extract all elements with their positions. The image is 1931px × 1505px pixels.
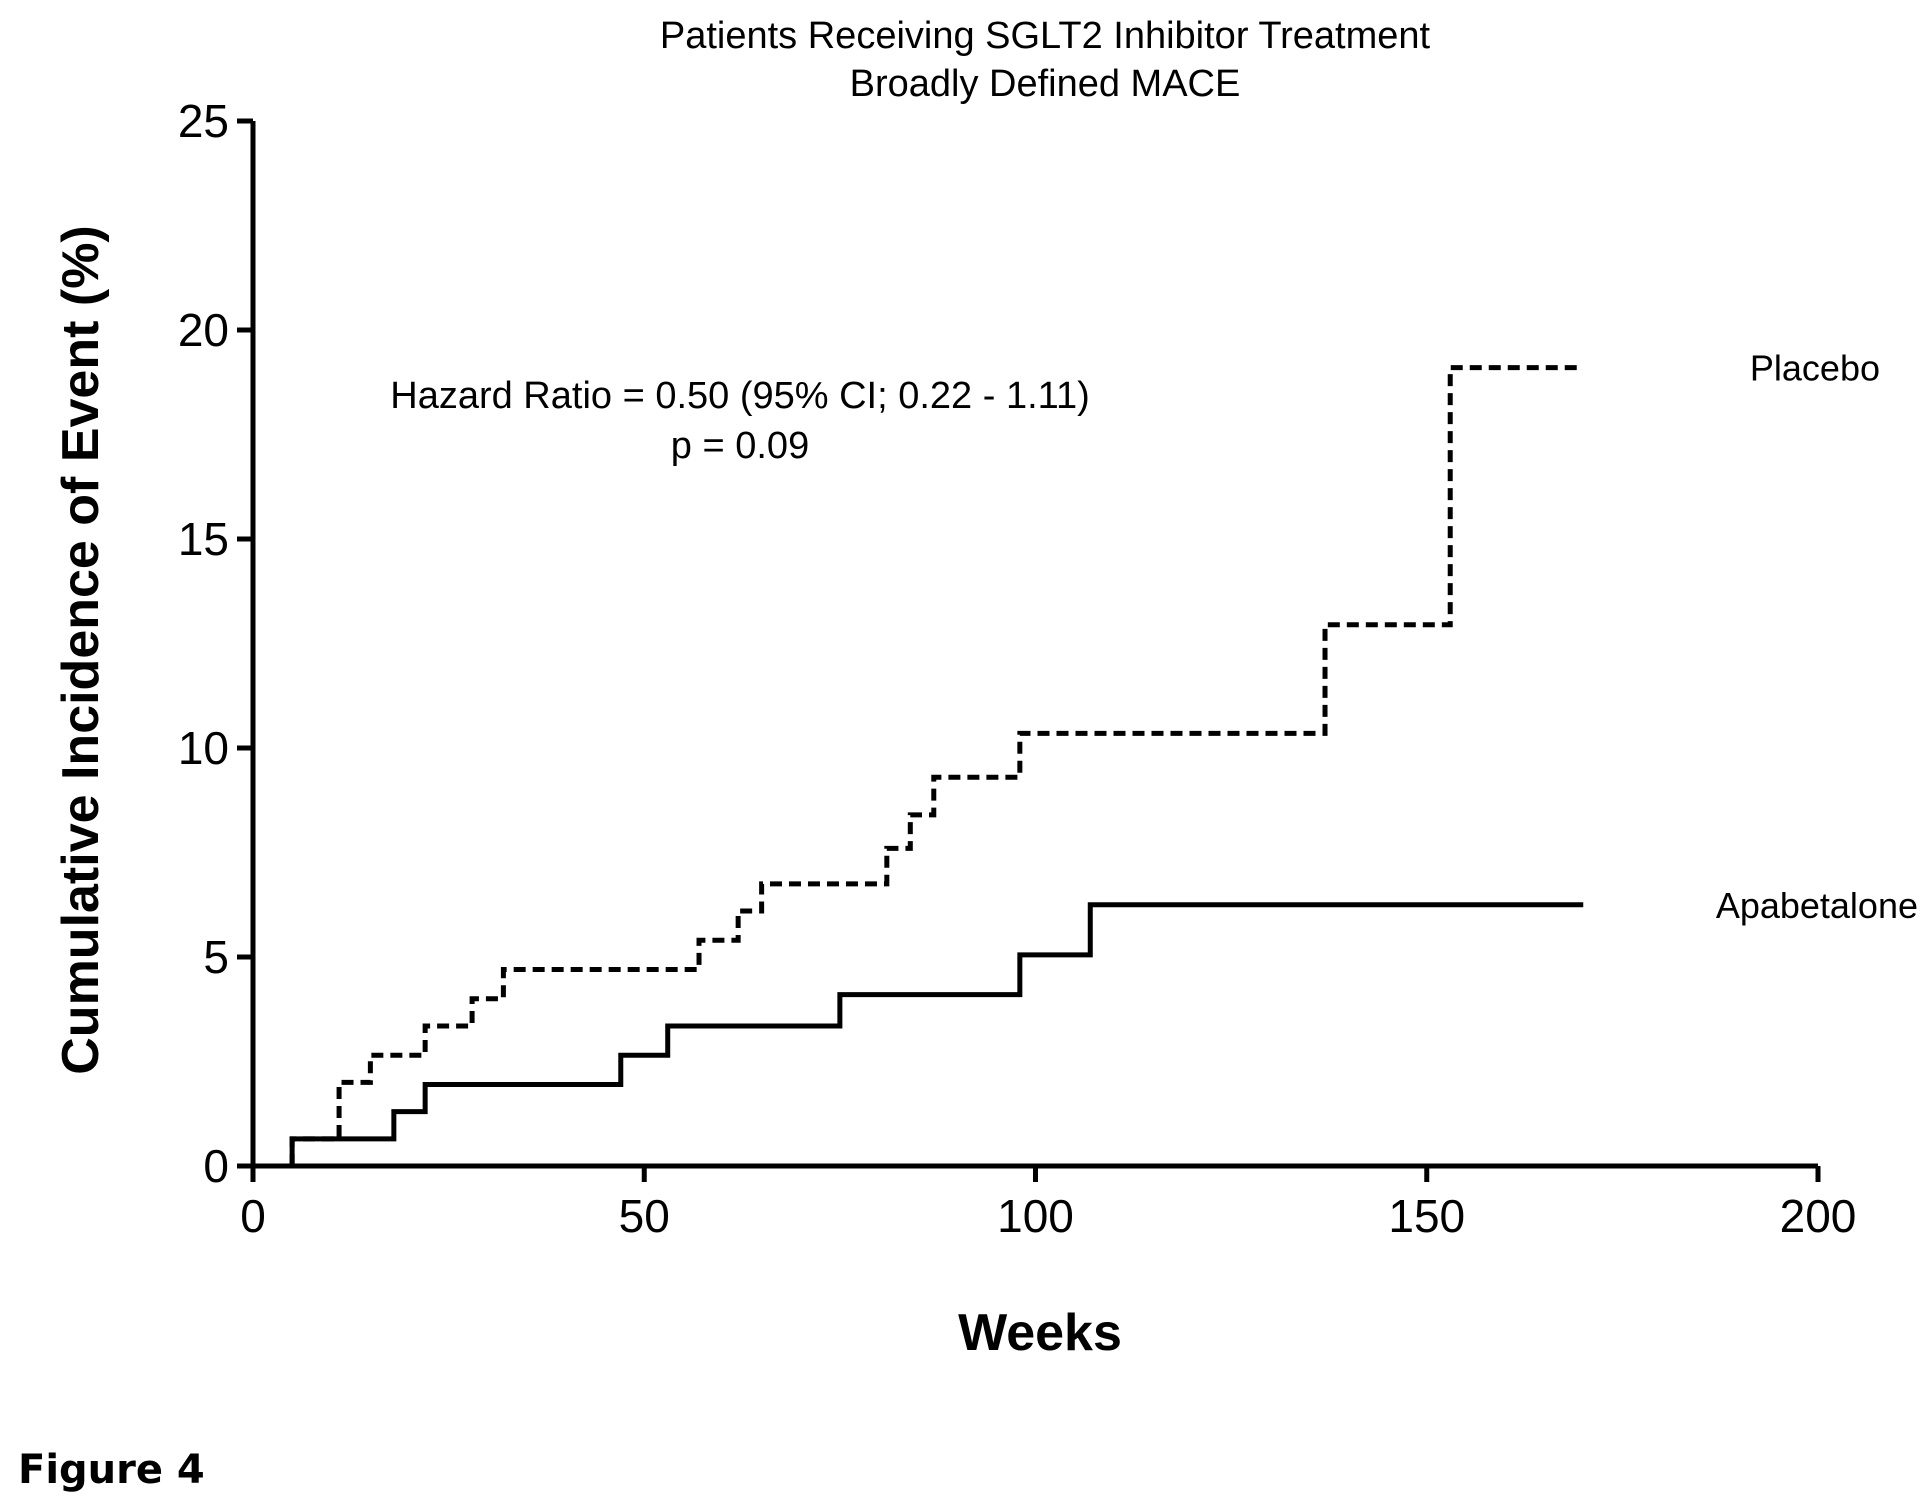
y-tick-label: 15 (178, 513, 229, 565)
hazard-ratio-annotation: Hazard Ratio = 0.50 (95% CI; 0.22 - 1.11… (390, 375, 1090, 417)
chart-title: Patients Receiving SGLT2 Inhibitor Treat… (660, 15, 1431, 57)
series-line-apabetalone (289, 902, 1584, 1166)
series-lines: Placebo Apabetalone (289, 348, 1918, 1166)
x-tick-label: 200 (1780, 1190, 1857, 1242)
x-axis-label: Weeks (958, 1304, 1122, 1362)
x-tick-label: 100 (997, 1190, 1074, 1242)
series-line-placebo (289, 365, 1584, 1166)
x-tick-label: 0 (240, 1190, 266, 1242)
x-tick-label: 50 (619, 1190, 670, 1242)
chart-subtitle: Broadly Defined MACE (850, 63, 1241, 105)
axes: 0 5 10 15 20 25 0 50 100 150 200 (178, 95, 1857, 1242)
p-value-annotation: p = 0.09 (671, 425, 809, 467)
figure-caption: Figure 4 (18, 1447, 205, 1493)
y-tick-label: 20 (178, 304, 229, 356)
series-label-apabetalone: Apabetalone (1716, 885, 1918, 926)
x-tick-label: 150 (1388, 1190, 1465, 1242)
y-axis-label: Cumulative Incidence of Event (%) (52, 225, 110, 1075)
y-tick-label: 0 (203, 1140, 229, 1192)
y-tick-label: 25 (178, 95, 229, 147)
y-tick-label: 10 (178, 722, 229, 774)
y-tick-label: 5 (203, 931, 229, 983)
series-label-placebo: Placebo (1750, 348, 1880, 389)
